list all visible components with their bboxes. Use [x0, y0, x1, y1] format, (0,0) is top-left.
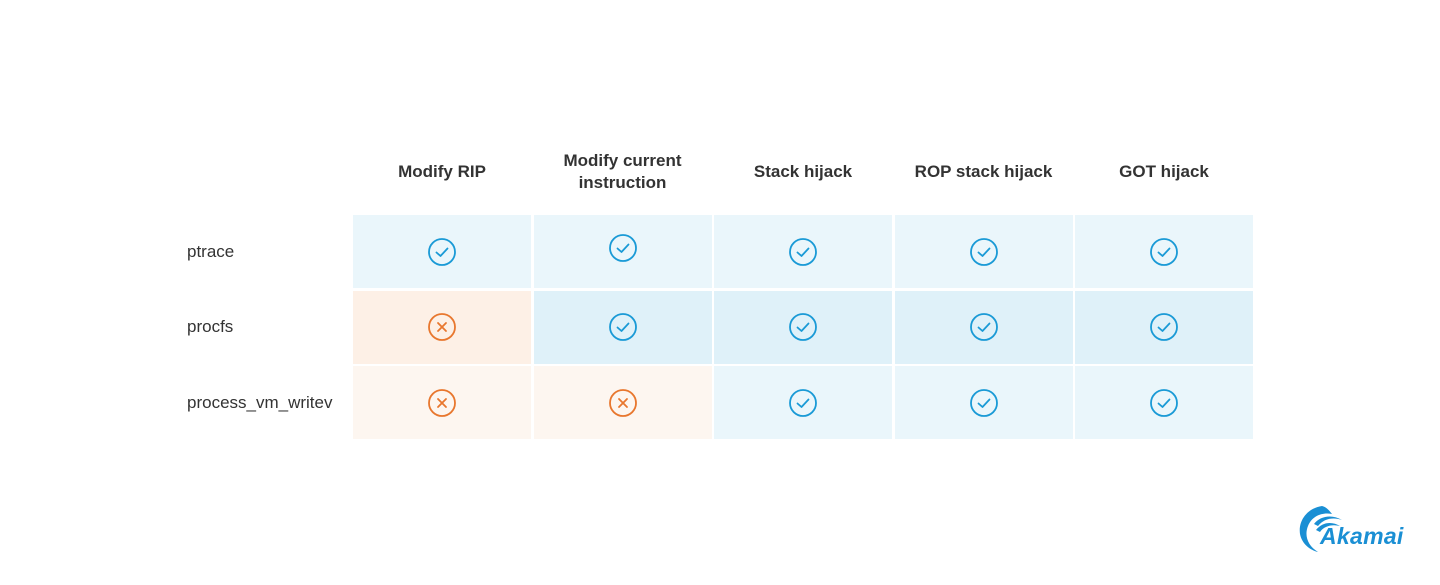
check-icon	[969, 388, 998, 417]
row-label: procfs	[187, 317, 234, 336]
check-icon	[1150, 388, 1178, 417]
cross-cell	[533, 366, 712, 439]
check-cell	[1075, 366, 1253, 439]
cross-icon	[608, 388, 637, 417]
check-icon	[789, 237, 817, 266]
cross-cell	[353, 290, 531, 364]
check-cell	[894, 215, 1073, 288]
check-cell	[353, 215, 531, 288]
check-cell	[714, 366, 892, 439]
column-header: Modify current instruction	[563, 151, 682, 192]
column-header: Modify RIP	[398, 162, 486, 181]
check-cell	[533, 215, 712, 288]
cross-cell	[353, 366, 531, 439]
row-label: process_vm_writev	[187, 392, 333, 412]
check-cell	[533, 290, 712, 364]
column-header: ROP stack hijack	[914, 162, 1053, 181]
logo-text: Akamai	[1320, 523, 1404, 549]
cross-icon	[428, 313, 456, 341]
check-icon	[789, 388, 817, 417]
check-icon	[608, 233, 637, 262]
column-header: Stack hijack	[753, 162, 853, 181]
check-cell	[1075, 215, 1253, 288]
row-label: ptrace	[187, 241, 235, 261]
check-icon	[1150, 237, 1178, 266]
check-icon	[969, 237, 998, 266]
column-header: GOT hijack	[1119, 162, 1209, 181]
cross-icon	[428, 388, 456, 417]
check-cell	[894, 290, 1073, 364]
check-icon	[969, 313, 998, 341]
check-cell	[714, 215, 892, 288]
check-icon	[1150, 313, 1178, 341]
check-cell	[714, 290, 892, 364]
check-cell	[894, 366, 1073, 439]
check-cell	[1075, 290, 1253, 364]
check-icon	[789, 313, 817, 341]
logo-mark	[1299, 506, 1342, 552]
check-icon	[428, 237, 456, 266]
check-icon	[608, 313, 637, 341]
